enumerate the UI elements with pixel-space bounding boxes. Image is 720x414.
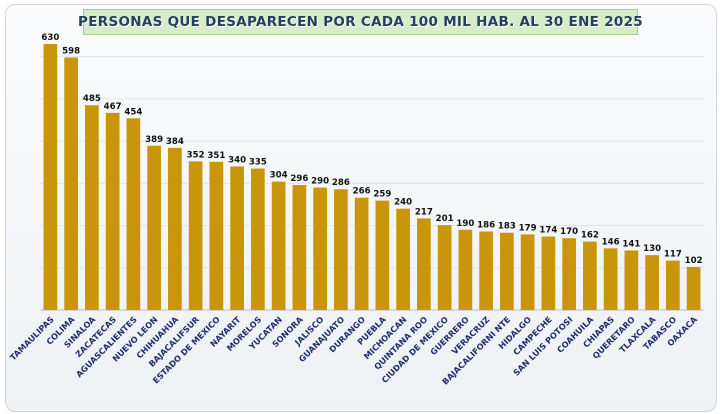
bar: [147, 145, 161, 310]
value-label: 146: [602, 237, 620, 247]
bar: [583, 241, 597, 310]
value-label: 183: [498, 222, 516, 232]
value-label: 117: [664, 250, 682, 260]
value-label: 240: [394, 198, 412, 208]
value-label: 304: [270, 171, 288, 181]
value-label: 335: [249, 158, 267, 168]
value-label: 141: [622, 239, 640, 249]
bar: [105, 112, 120, 310]
value-label: 290: [311, 177, 329, 187]
bar: [188, 161, 203, 310]
bars-group: [43, 44, 701, 311]
value-label: 351: [207, 151, 225, 161]
bar: [85, 105, 99, 310]
value-label: 389: [145, 135, 163, 145]
value-label: 296: [290, 174, 308, 184]
chart-title-box: PERSONAS QUE DESAPARECEN POR CADA 100 MI…: [78, 9, 643, 35]
bar: [354, 197, 369, 310]
bar: [375, 200, 390, 310]
bar: [64, 57, 78, 311]
value-label: 598: [62, 47, 80, 57]
bar: [686, 266, 701, 310]
value-label: 340: [228, 155, 246, 165]
bar: [271, 181, 286, 310]
bar: [168, 147, 182, 310]
bar: [396, 208, 410, 310]
value-label: 266: [353, 187, 371, 197]
bar: [624, 250, 639, 310]
bar: [645, 255, 659, 310]
value-label: 190: [456, 219, 474, 229]
bar: [230, 166, 244, 310]
bar: [500, 232, 514, 310]
value-label: 485: [83, 94, 101, 104]
value-label: 467: [104, 102, 122, 112]
value-label: 201: [436, 214, 454, 224]
bar: [603, 248, 618, 310]
bar: [313, 187, 327, 310]
value-label: 384: [166, 137, 184, 147]
value-label: 162: [581, 231, 599, 241]
value-label: 174: [539, 226, 557, 236]
value-label: 454: [124, 107, 142, 117]
bar: [437, 225, 452, 310]
value-label: 259: [373, 190, 391, 200]
bar: [562, 238, 576, 310]
value-label: 186: [477, 220, 495, 230]
value-label: 179: [519, 223, 537, 233]
bar: [251, 168, 265, 310]
value-label: 286: [332, 178, 350, 188]
chart-title: PERSONAS QUE DESAPARECEN POR CADA 100 MI…: [78, 14, 643, 30]
value-label: 170: [560, 227, 578, 237]
value-label: 102: [685, 256, 703, 266]
bar: [417, 218, 431, 310]
value-label: 352: [187, 150, 205, 160]
bar: [209, 161, 224, 310]
bar: [520, 234, 535, 310]
bar: [666, 260, 680, 310]
bar: [541, 236, 556, 310]
bar: [292, 185, 307, 310]
value-label: 217: [415, 207, 433, 217]
bar: [479, 231, 493, 310]
bar: [126, 118, 141, 310]
value-label: 130: [643, 244, 661, 254]
bar: [458, 229, 473, 310]
value-label: 630: [41, 33, 59, 43]
bar: [334, 189, 348, 310]
bar: [43, 44, 58, 310]
category-labels-group: TAMAULIPASCOLIMASINALOAZACATECASAGUASCAL…: [8, 314, 700, 387]
